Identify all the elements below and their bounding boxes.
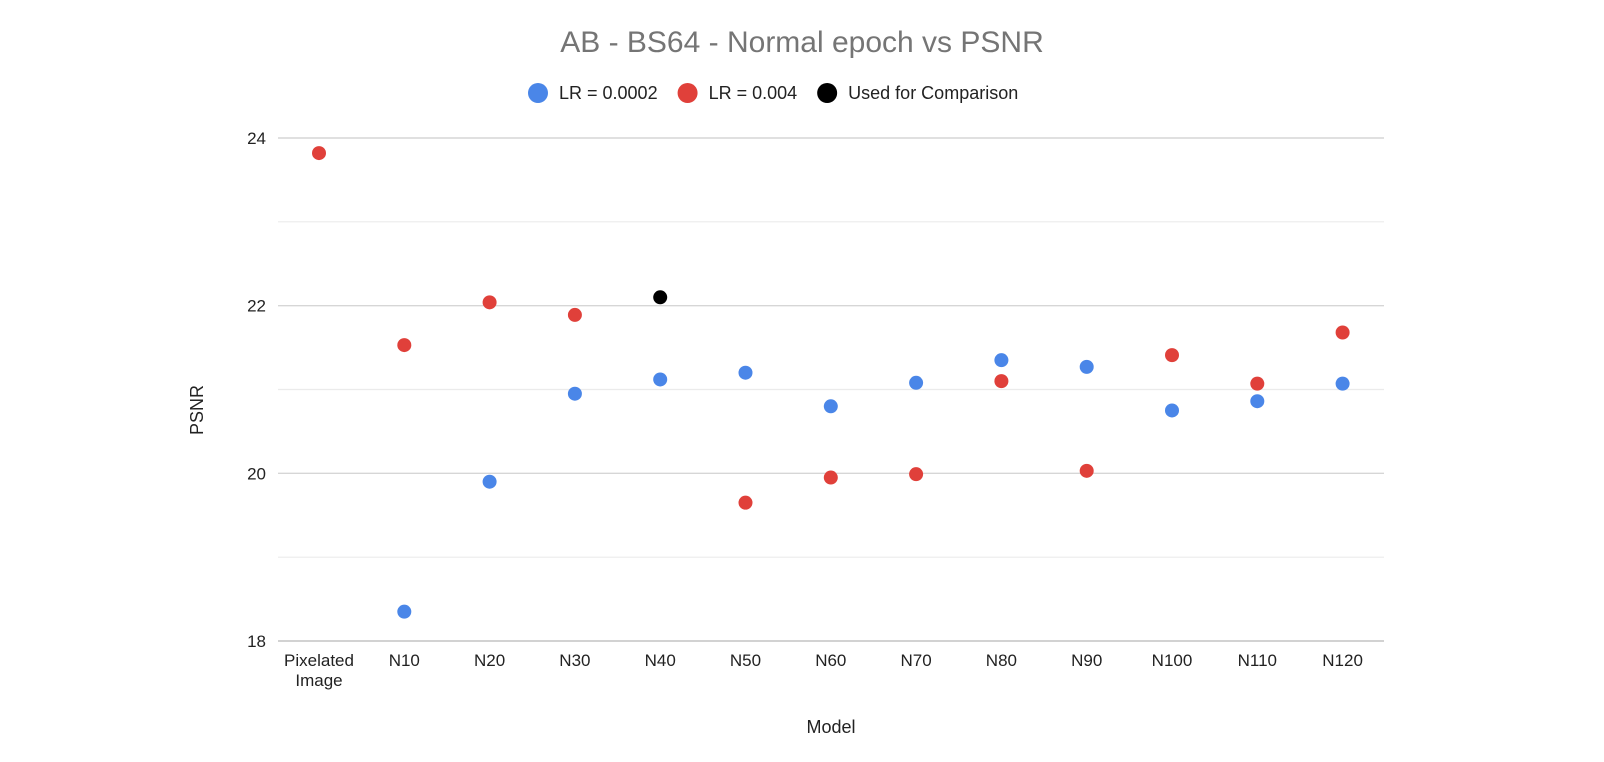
- legend-label: Used for Comparison: [848, 83, 1018, 103]
- y-axis-label: PSNR: [187, 385, 207, 435]
- x-tick-label: N120: [1322, 651, 1363, 670]
- data-point-series-2: [1165, 348, 1179, 363]
- x-tick-label: N100: [1152, 651, 1193, 670]
- legend-item: LR = 0.004: [677, 83, 798, 103]
- data-point-series-1: [397, 604, 412, 619]
- data-point-series-2: [1079, 463, 1094, 478]
- data-point-series-1: [1165, 403, 1179, 418]
- data-point-series-1: [653, 372, 668, 387]
- data-point-series-2: [1335, 325, 1350, 340]
- x-tick-label: N70: [901, 651, 932, 670]
- legend-marker: [817, 83, 838, 103]
- x-tick-label: N50: [730, 651, 761, 670]
- data-point-series-2: [823, 470, 838, 485]
- y-tick-label: 18: [247, 632, 266, 651]
- chart-title: AB - BS64 - Normal epoch vs PSNR: [560, 26, 1044, 59]
- data-point-series-1: [738, 365, 753, 380]
- data-point-series-1: [1079, 359, 1094, 374]
- data-point-series-2: [397, 338, 412, 353]
- x-tick-label: Pixelated Image: [284, 651, 354, 690]
- x-tick-label: N30: [559, 651, 590, 670]
- legend: LR = 0.0002 LR = 0.004 Used for Comparison: [528, 83, 1018, 103]
- data-point-series-2: [567, 307, 582, 322]
- data-points: [312, 146, 1350, 619]
- legend-label: LR = 0.0002: [559, 83, 658, 103]
- y-axis-ticks: 18 20 22 24: [247, 129, 266, 651]
- data-point-series-1: [1335, 376, 1350, 391]
- data-point-series-1: [823, 399, 838, 414]
- legend-item: LR = 0.0002: [528, 83, 658, 103]
- data-point-series-1: [482, 474, 497, 489]
- data-point-series-2: [312, 146, 326, 161]
- data-point-series-2: [1250, 376, 1265, 391]
- gridlines: [278, 137, 1384, 642]
- y-tick-label: 22: [247, 297, 266, 316]
- legend-marker: [677, 83, 698, 103]
- data-point-series-1: [567, 386, 582, 401]
- data-point-series-1: [909, 375, 924, 390]
- x-tick-label: N80: [986, 651, 1017, 670]
- legend-marker: [528, 83, 548, 103]
- data-point-series-2: [909, 467, 924, 482]
- x-axis-ticks: Pixelated Image N10 N20 N30 N40 N50 N60 N70 N80 N9…: [284, 651, 1363, 690]
- data-point-series-2: [738, 495, 753, 510]
- y-tick-label: 20: [247, 464, 266, 483]
- legend-item: Used for Comparison: [817, 83, 1018, 103]
- x-tick-label: N20: [474, 651, 505, 670]
- x-tick-label: N90: [1071, 651, 1102, 670]
- legend-label: LR = 0.004: [709, 83, 798, 103]
- data-point-series-1: [1250, 394, 1265, 409]
- data-point-series-3: [653, 290, 668, 305]
- x-tick-label: N60: [815, 651, 846, 670]
- y-tick-label: 24: [247, 129, 266, 148]
- x-tick-label: N10: [389, 651, 420, 670]
- data-point-series-2: [482, 295, 497, 310]
- data-point-series-2: [994, 374, 1009, 389]
- x-tick-label: N110: [1238, 651, 1277, 670]
- x-tick-label: N40: [645, 651, 676, 670]
- x-axis-label: Model: [806, 717, 855, 737]
- data-point-series-1: [994, 353, 1009, 368]
